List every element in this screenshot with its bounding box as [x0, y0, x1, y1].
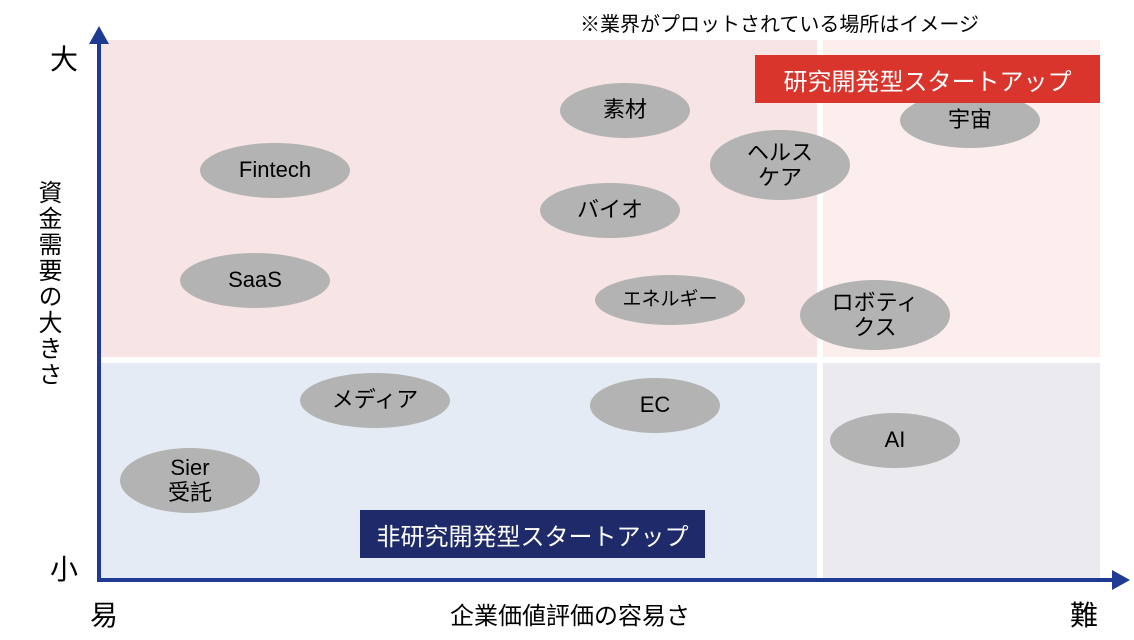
scatter-node: 素材: [560, 83, 690, 138]
x-max-label: 難: [1070, 594, 1098, 634]
scatter-node: Sier 受託: [120, 448, 260, 513]
scatter-node: バイオ: [540, 183, 680, 238]
x-axis-line: [97, 578, 1115, 582]
chart-area: 素材宇宙Fintechヘルス ケアバイオSaaSエネルギーロボティ クスメディア…: [100, 40, 1100, 580]
y-max-label: 大: [50, 38, 78, 78]
legend-box: 研究開発型スタートアップ: [755, 55, 1100, 103]
x-axis-title: 企業価値評価の容易さ: [450, 596, 690, 631]
x-min-label: 易: [90, 594, 118, 634]
scatter-node: エネルギー: [595, 275, 745, 325]
y-axis-line: [97, 40, 101, 580]
scatter-node: ヘルス ケア: [710, 130, 850, 200]
scatter-node: メディア: [300, 373, 450, 428]
divider-horizontal: [100, 357, 1100, 363]
y-axis-title: 資金需要の大きさ: [30, 180, 65, 388]
scatter-node: SaaS: [180, 253, 330, 308]
y-min-label: 小: [50, 548, 78, 588]
x-axis-arrow: [1112, 570, 1130, 590]
scatter-node: ロボティ クス: [800, 280, 950, 350]
scatter-node: AI: [830, 413, 960, 468]
scatter-node: Fintech: [200, 143, 350, 198]
y-axis-arrow: [89, 26, 109, 44]
chart-note: ※業界がプロットされている場所はイメージ: [580, 8, 979, 37]
scatter-node: EC: [590, 378, 720, 433]
quadrant-bot-right: [820, 360, 1100, 580]
legend-box: 非研究開発型スタートアップ: [360, 510, 705, 558]
plot-area: 素材宇宙Fintechヘルス ケアバイオSaaSエネルギーロボティ クスメディア…: [100, 40, 1100, 580]
